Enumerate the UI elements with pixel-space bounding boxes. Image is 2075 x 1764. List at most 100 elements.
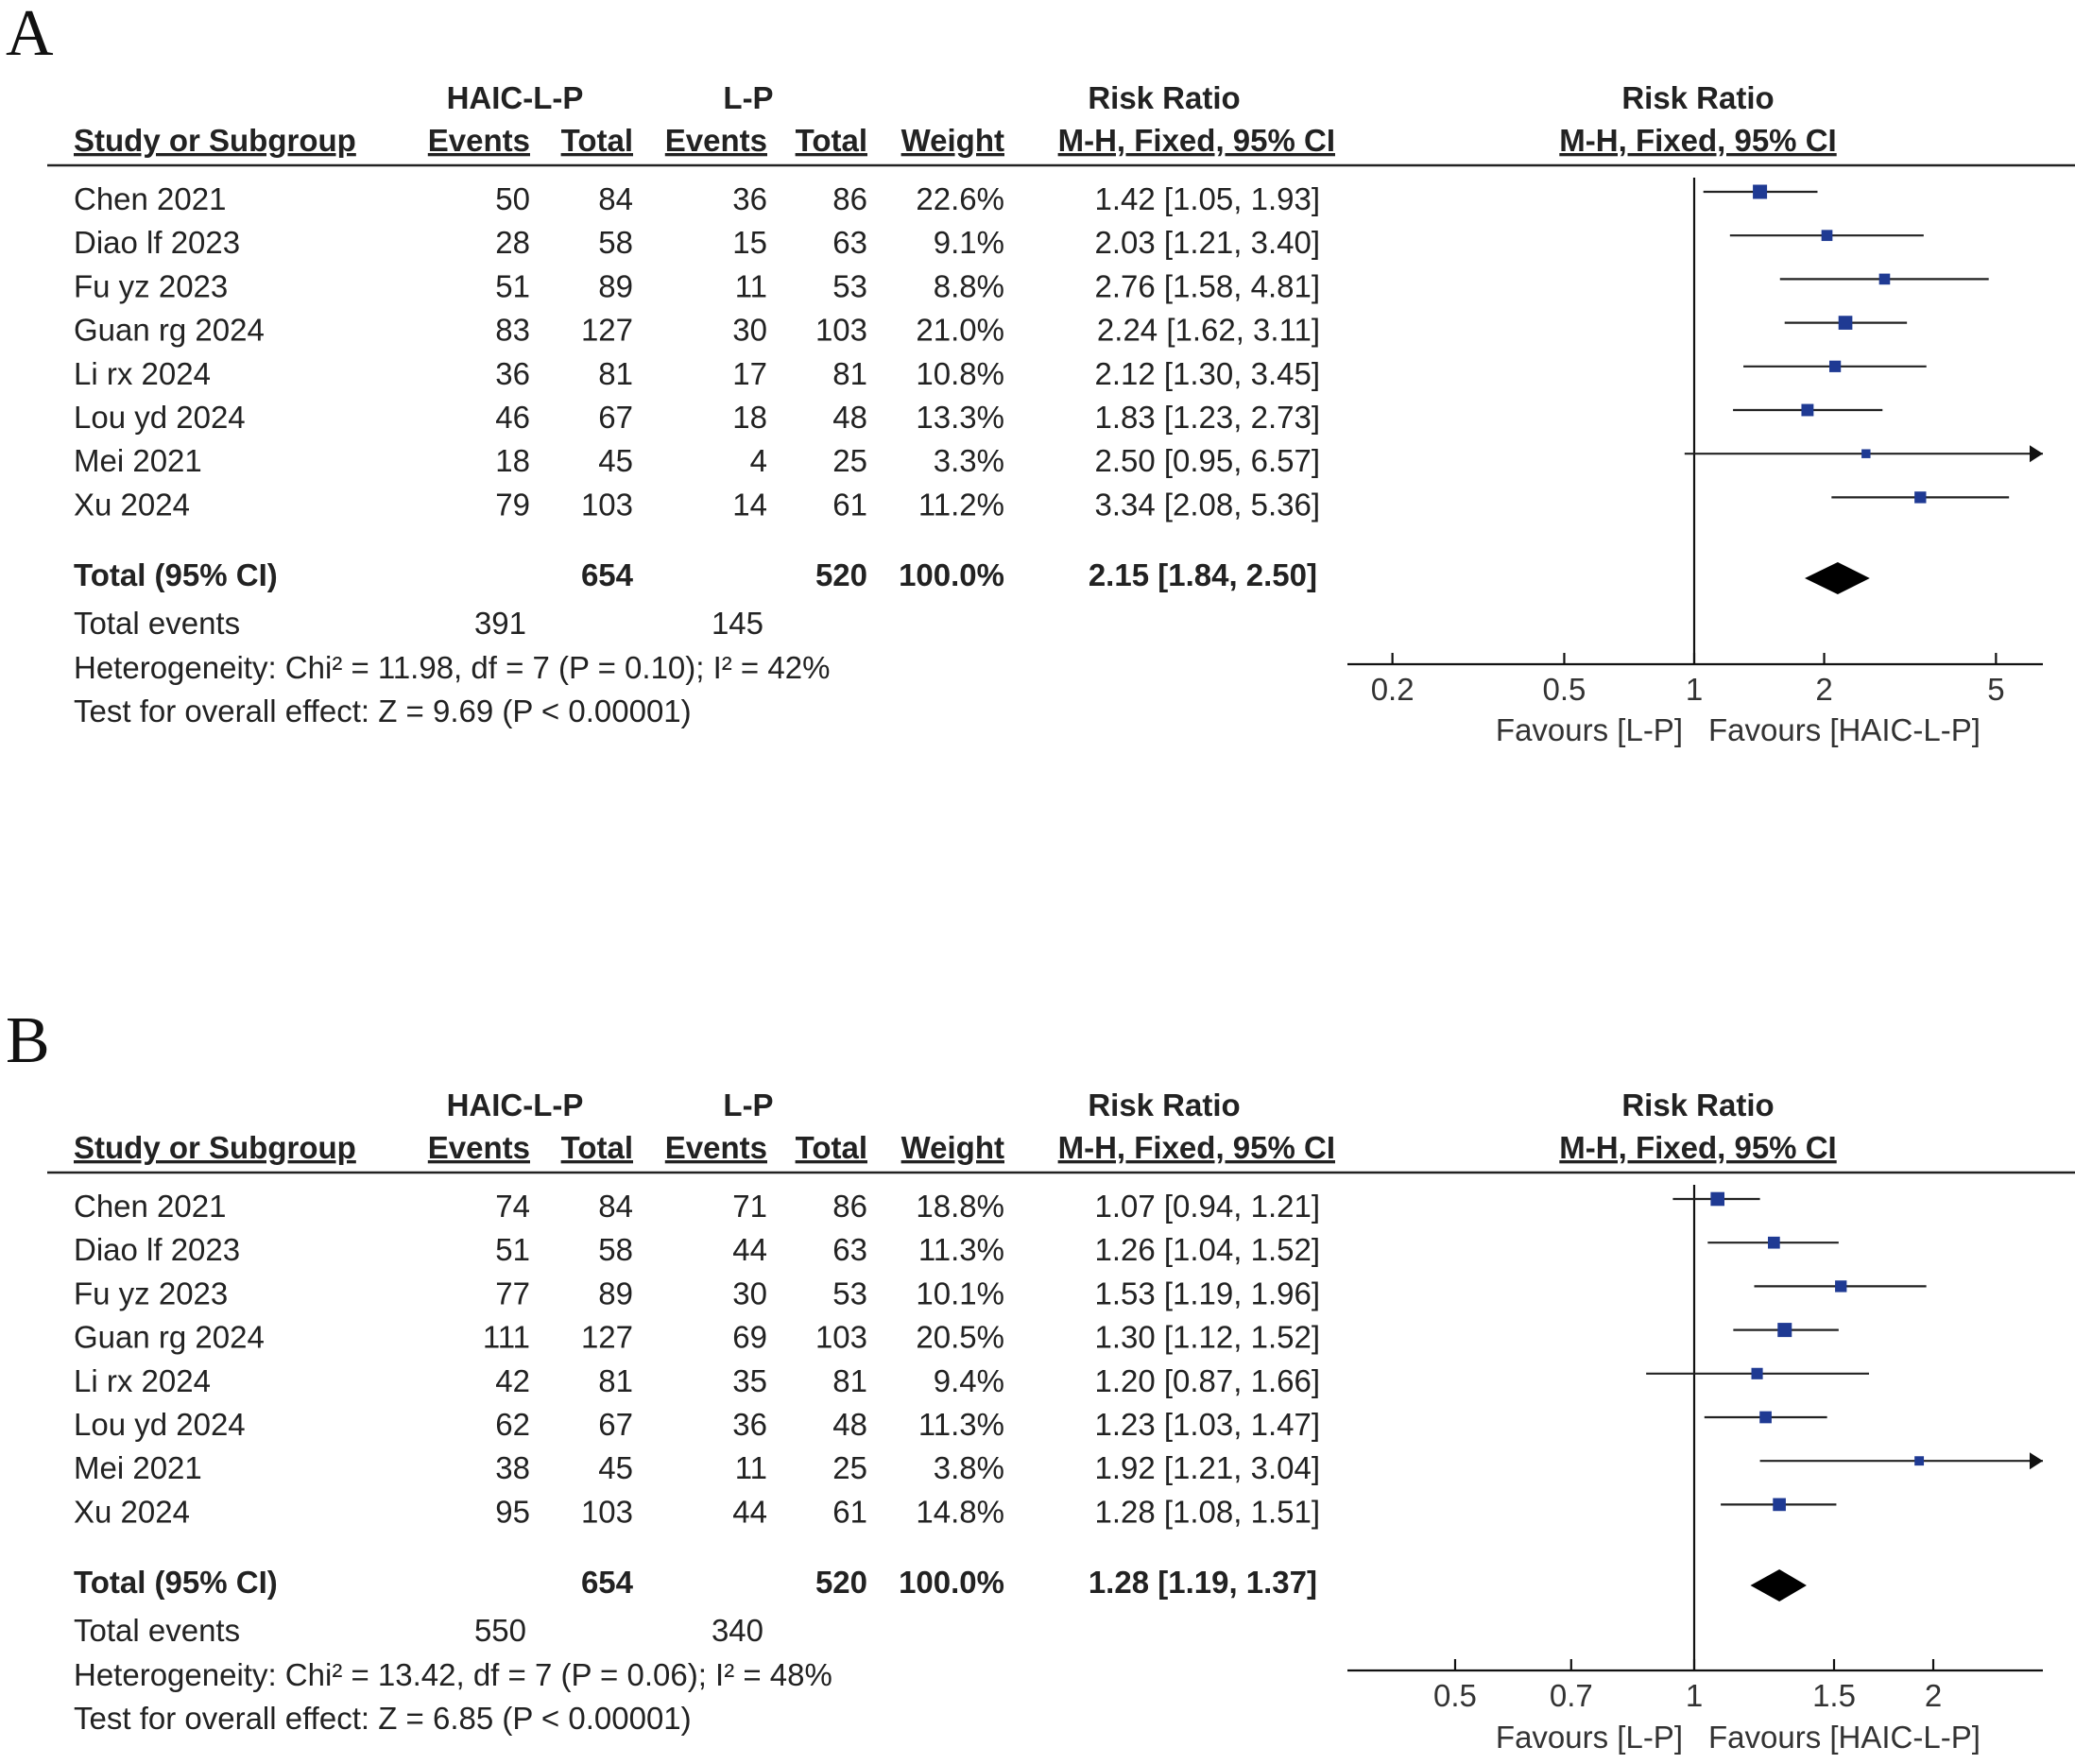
column-header: Events bbox=[665, 1130, 767, 1165]
heterogeneity-text: Heterogeneity: Chi² = 11.98, df = 7 (P =… bbox=[74, 650, 830, 685]
events-haic: 62 bbox=[495, 1407, 530, 1442]
pooled-diamond bbox=[1750, 1569, 1807, 1601]
column-header: M-H, Fixed, 95% CI bbox=[1058, 123, 1335, 158]
events-haic: 83 bbox=[495, 313, 530, 348]
events-haic: 51 bbox=[495, 268, 530, 303]
study-ci-text: 2.12 [1.30, 3.45] bbox=[1094, 356, 1320, 391]
total-n-haic: 654 bbox=[581, 557, 634, 592]
events-haic: 95 bbox=[495, 1494, 530, 1529]
total-lp: 61 bbox=[832, 487, 867, 522]
x-tick-label: 1 bbox=[1686, 672, 1703, 707]
total-haic: 127 bbox=[581, 1320, 633, 1355]
favours-right-label: Favours [HAIC-L-P] bbox=[1708, 1720, 1981, 1755]
study-marker bbox=[1801, 403, 1814, 417]
events-haic: 74 bbox=[495, 1189, 530, 1224]
x-tick-label: 2 bbox=[1925, 1678, 1942, 1713]
events-lp: 71 bbox=[732, 1189, 767, 1224]
events-lp: 35 bbox=[732, 1363, 767, 1398]
study-row: Fu yz 2023 51 89 11 53 8.8% 2.76 [1.58, 4.81] bbox=[74, 268, 1989, 303]
study-name: Mei 2021 bbox=[74, 443, 202, 478]
study-weight: 3.8% bbox=[934, 1450, 1004, 1485]
total-lp: 63 bbox=[832, 1232, 867, 1267]
total-haic: 84 bbox=[598, 1189, 633, 1224]
total-lp: 103 bbox=[815, 313, 867, 348]
overall-effect-text: Test for overall effect: Z = 6.85 (P < 0… bbox=[74, 1701, 692, 1736]
events-lp: 18 bbox=[732, 400, 767, 435]
study-name: Chen 2021 bbox=[74, 181, 226, 216]
column-header: Events bbox=[428, 123, 530, 158]
study-weight: 9.1% bbox=[934, 225, 1004, 260]
events-lp: 69 bbox=[732, 1320, 767, 1355]
study-name: Guan rg 2024 bbox=[74, 1320, 265, 1355]
study-row: Li rx 2024 42 81 35 81 9.4% 1.20 [0.87, 1.66] bbox=[74, 1363, 1870, 1398]
x-tick-label: 0.5 bbox=[1543, 672, 1586, 707]
study-ci-text: 1.23 [1.03, 1.47] bbox=[1094, 1407, 1320, 1442]
total-events-label: Total events bbox=[74, 606, 240, 641]
study-marker bbox=[1710, 1191, 1725, 1207]
study-row: Diao lf 2023 51 58 44 63 11.3% 1.26 [1.04, 1.5… bbox=[74, 1232, 1839, 1267]
study-row: Chen 2021 74 84 71 86 18.8% 1.07 [0.94, 1.21] bbox=[74, 1189, 1760, 1224]
study-row: Mei 2021 38 45 11 25 3.8% 1.92 [1.21, 3.04] bbox=[74, 1450, 2043, 1485]
total-haic: 58 bbox=[598, 1232, 633, 1267]
x-tick-label: 1 bbox=[1686, 1678, 1703, 1713]
x-tick-label: 0.2 bbox=[1371, 672, 1415, 707]
total-haic: 127 bbox=[581, 313, 633, 348]
total-events-lp: 340 bbox=[712, 1613, 763, 1648]
total-n-haic: 654 bbox=[581, 1565, 634, 1600]
study-marker bbox=[1753, 184, 1768, 199]
study-row: Lou yd 2024 62 67 36 48 11.3% 1.23 [1.03, 1.47… bbox=[74, 1407, 1827, 1442]
forest-panel-b: B HAIC-L-P L-P Risk Ratio Risk Ratio Study or… bbox=[6, 1004, 2075, 1755]
study-row: Xu 2024 95 103 44 61 14.8% 1.28 [1.08, 1.51] bbox=[74, 1494, 1837, 1529]
favours-left-label: Favours [L-P] bbox=[1496, 712, 1683, 747]
study-weight: 21.0% bbox=[916, 313, 1004, 348]
study-marker bbox=[1821, 230, 1833, 242]
study-name: Fu yz 2023 bbox=[74, 1276, 228, 1310]
total-haic: 58 bbox=[598, 225, 633, 260]
study-marker bbox=[1773, 1498, 1786, 1512]
column-header: Total bbox=[561, 123, 633, 158]
total-haic: 103 bbox=[581, 1494, 633, 1529]
study-name: Li rx 2024 bbox=[74, 356, 211, 391]
events-lp: 36 bbox=[732, 1407, 767, 1442]
study-name: Lou yd 2024 bbox=[74, 400, 246, 435]
study-row: Fu yz 2023 77 89 30 53 10.1% 1.53 [1.19, 1.96] bbox=[74, 1276, 1927, 1310]
x-tick-label: 5 bbox=[1987, 672, 2004, 707]
column-header: Total bbox=[796, 123, 867, 158]
study-name: Diao lf 2023 bbox=[74, 225, 240, 260]
study-weight: 22.6% bbox=[916, 181, 1004, 216]
study-row: Guan rg 2024 83 127 30 103 21.0% 2.24 [1.62, 3… bbox=[74, 313, 1908, 348]
study-weight: 11.3% bbox=[918, 1232, 1004, 1267]
total-ci-text: 1.28 [1.19, 1.37] bbox=[1089, 1565, 1317, 1600]
total-lp: 63 bbox=[832, 225, 867, 260]
study-marker bbox=[1914, 1456, 1925, 1466]
total-lp: 103 bbox=[815, 1320, 867, 1355]
total-haic: 89 bbox=[598, 1276, 633, 1310]
study-row: Li rx 2024 36 81 17 81 10.8% 2.12 [1.30, 3.45] bbox=[74, 356, 1927, 391]
total-events-haic: 391 bbox=[474, 606, 526, 641]
study-ci-text: 1.07 [0.94, 1.21] bbox=[1094, 1189, 1320, 1224]
events-lp: 15 bbox=[732, 225, 767, 260]
total-lp: 48 bbox=[832, 400, 867, 435]
total-lp: 81 bbox=[832, 1363, 867, 1398]
study-name: Li rx 2024 bbox=[74, 1363, 211, 1398]
study-marker bbox=[1914, 491, 1927, 504]
study-weight: 13.3% bbox=[916, 400, 1004, 435]
total-n-lp: 520 bbox=[815, 1565, 867, 1600]
study-weight: 3.3% bbox=[934, 443, 1004, 478]
total-ci-text: 2.15 [1.84, 2.50] bbox=[1089, 557, 1317, 592]
events-haic: 51 bbox=[495, 1232, 530, 1267]
study-ci-text: 1.28 [1.08, 1.51] bbox=[1094, 1494, 1320, 1529]
total-row: Total (95% CI) 654 520 100.0% 2.15 [1.84, 2.… bbox=[74, 557, 1870, 594]
study-marker bbox=[1768, 1236, 1780, 1249]
events-lp: 11 bbox=[735, 268, 767, 303]
study-ci-text: 2.76 [1.58, 4.81] bbox=[1094, 268, 1320, 303]
study-ci-text: 1.30 [1.12, 1.52] bbox=[1094, 1320, 1320, 1355]
study-weight: 10.1% bbox=[916, 1276, 1004, 1310]
study-weight: 8.8% bbox=[934, 268, 1004, 303]
total-lp: 25 bbox=[832, 1450, 867, 1485]
total-haic: 89 bbox=[598, 268, 633, 303]
events-lp: 44 bbox=[732, 1494, 767, 1529]
overall-effect-text: Test for overall effect: Z = 9.69 (P < 0… bbox=[74, 694, 692, 728]
events-lp: 17 bbox=[732, 356, 767, 391]
